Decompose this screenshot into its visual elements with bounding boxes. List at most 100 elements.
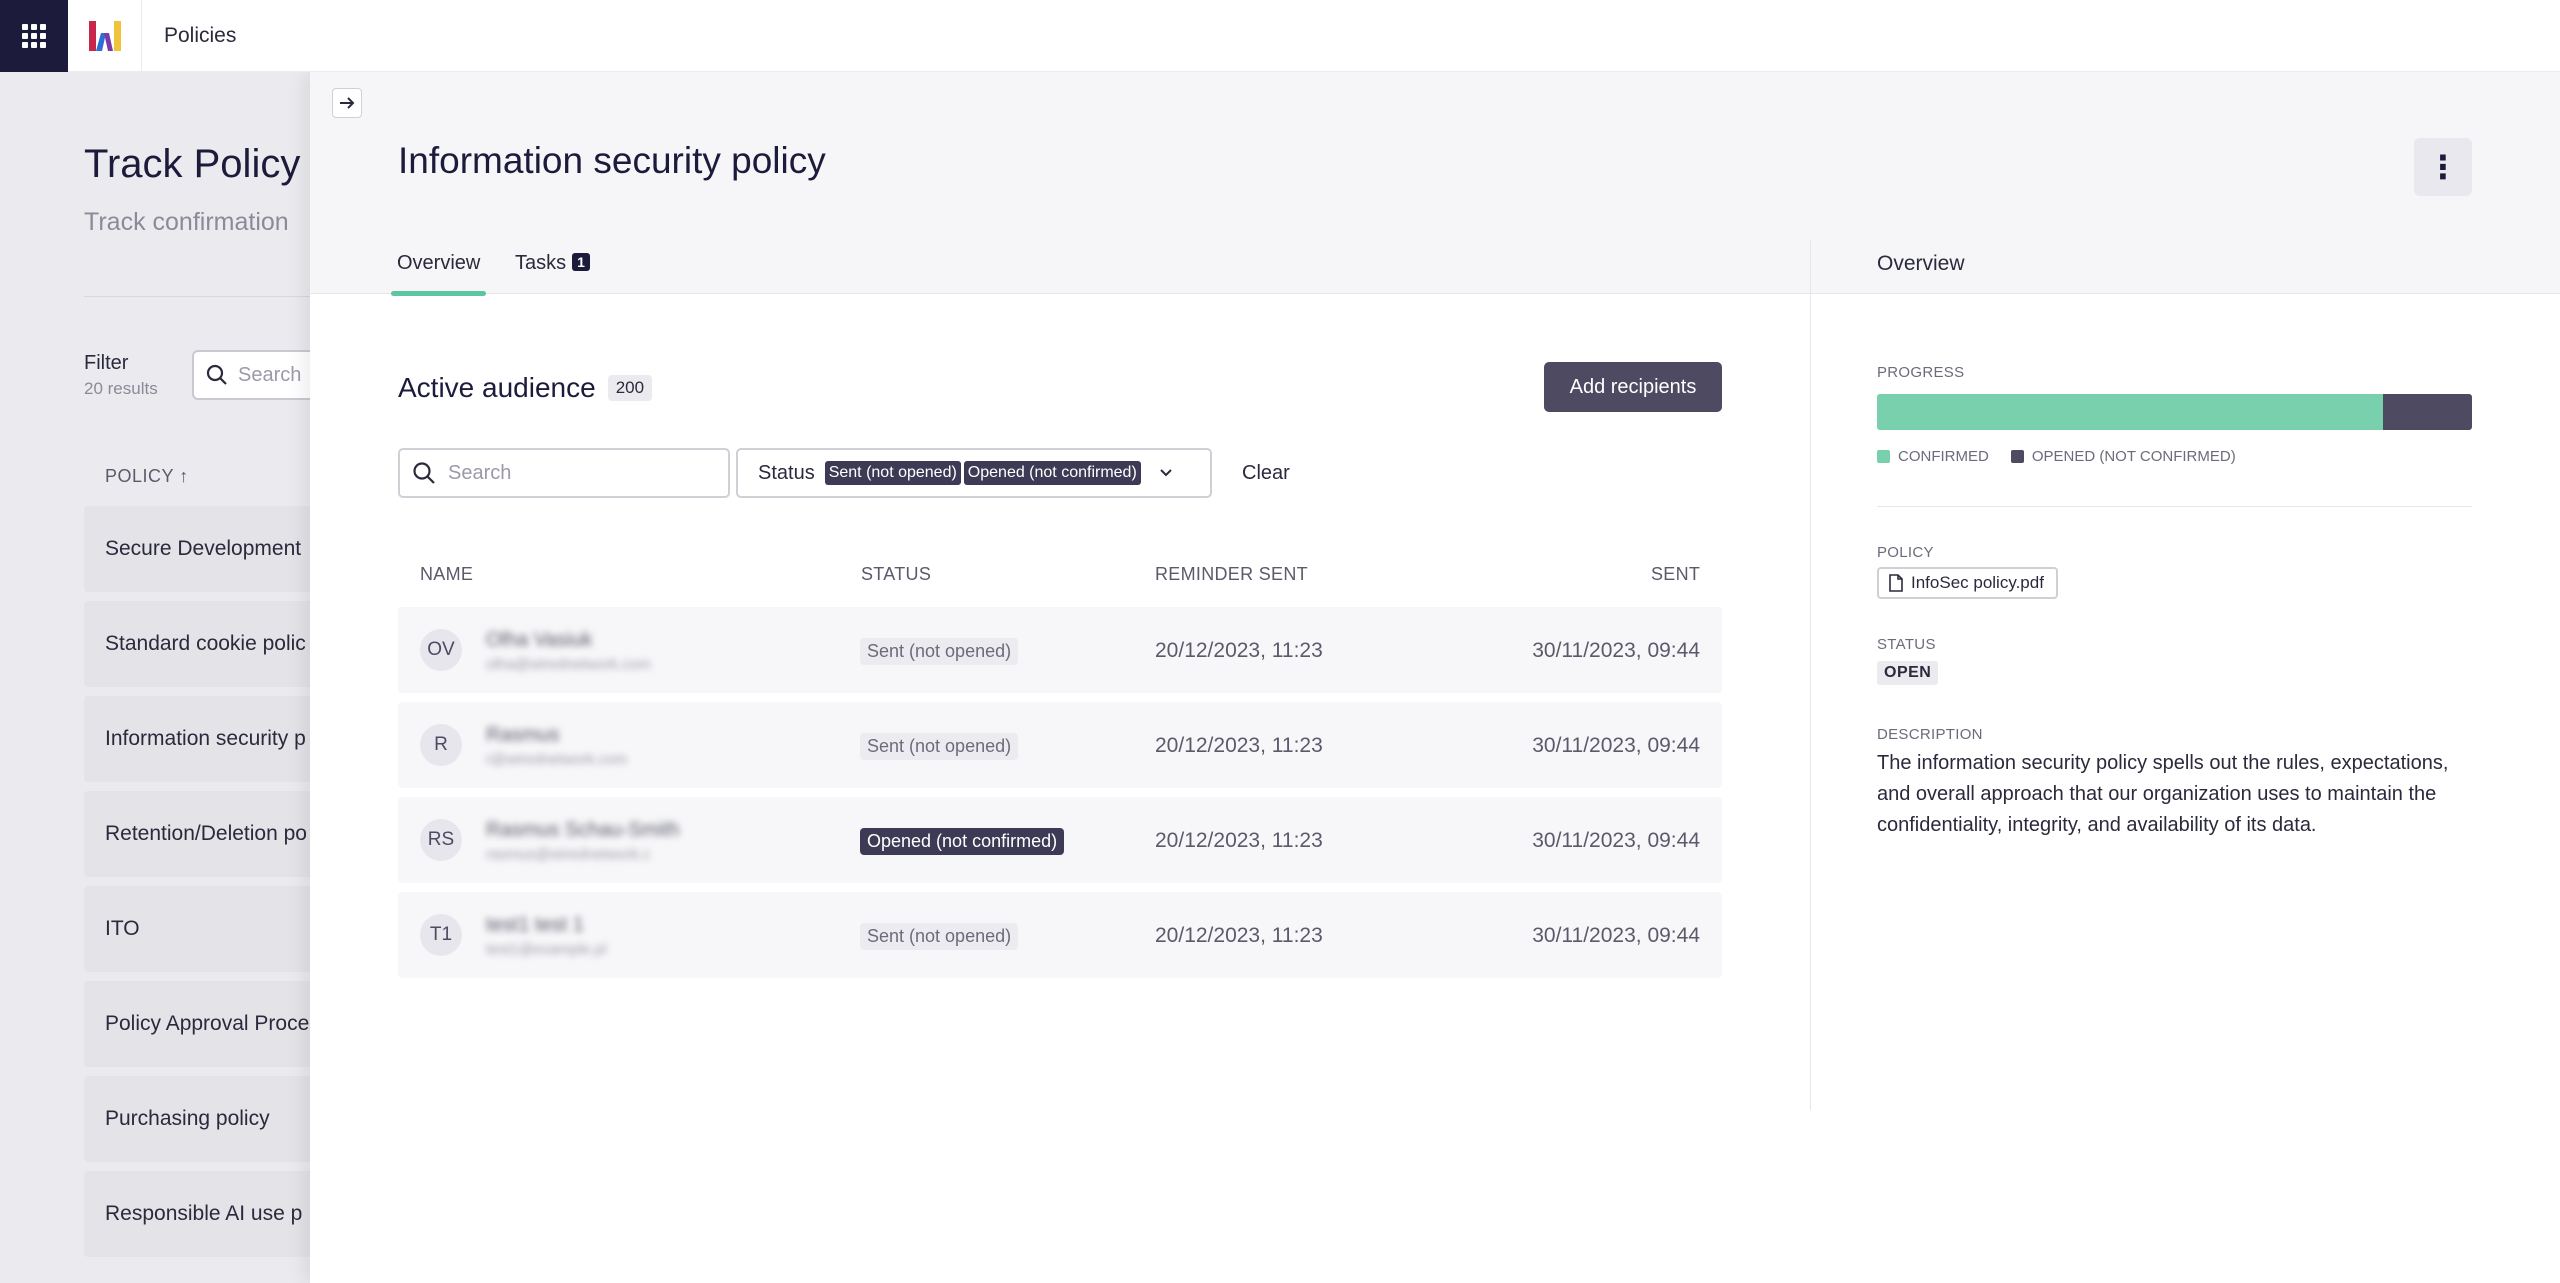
policy-row[interactable]: Secure Development — [84, 506, 344, 592]
recipient-email: olha@wirednetwork.com — [486, 656, 651, 673]
collapse-drawer-button[interactable] — [332, 88, 362, 118]
recipient-email: rasmus@wirednetwork.c — [486, 846, 651, 863]
chevron-down-icon — [1160, 469, 1172, 477]
legend-label: CONFIRMED — [1898, 448, 1989, 465]
drawer-title: Information security policy — [398, 140, 826, 181]
more-vertical-icon: ⋮ — [2427, 149, 2459, 185]
reminder-sent: 20/12/2023, 11:23 — [1155, 924, 1323, 947]
results-count: 20 results — [84, 379, 158, 398]
column-header-name[interactable]: NAME — [420, 564, 474, 584]
audience-heading: Active audience 200 — [398, 372, 653, 404]
audience-title: Active audience — [398, 372, 596, 403]
policy-label: POLICY — [1877, 544, 1934, 561]
column-header-sent[interactable]: SENT — [1651, 564, 1701, 584]
progress-bar — [1877, 394, 2472, 430]
status-badge: Sent (not opened) — [860, 923, 1019, 950]
legend-swatch — [2010, 450, 2024, 463]
tab-tasks-label: Tasks — [515, 252, 567, 274]
progress-legend: CONFIRMED OPENED (NOT CONFIRMED) — [1877, 448, 2258, 465]
policy-file-link[interactable]: InfoSec policy.pdf — [1877, 567, 2058, 599]
policy-description: The information security policy spells o… — [1877, 752, 2449, 836]
policy-detail-drawer: Information security policy ⋮ Overview T… — [310, 72, 2560, 1283]
grid-icon — [22, 23, 46, 48]
policy-row[interactable]: Retention/Deletion po — [84, 791, 344, 877]
status-filter-dropdown[interactable]: Status Sent (not opened) Opened (not con… — [736, 448, 1212, 498]
status-filter-label: Status — [758, 461, 815, 484]
legend-opened: OPENED (NOT CONFIRMED) — [2010, 448, 2236, 465]
legend-label: OPENED (NOT CONFIRMED) — [2031, 448, 2236, 465]
recipient-name: Rasmus Schau-Smith — [486, 819, 680, 841]
clear-filters-button[interactable]: Clear — [1242, 462, 1290, 484]
policy-status-badge: OPEN — [1877, 661, 1939, 685]
description-label: DESCRIPTION — [1877, 726, 1983, 743]
policy-row[interactable]: Policy Approval Proce — [84, 981, 344, 1067]
status-badge: Sent (not opened) — [860, 733, 1019, 760]
search-placeholder: Search — [238, 363, 302, 386]
recipient-email: test1@example.pl — [486, 941, 607, 958]
legend-swatch — [1877, 450, 1890, 463]
progress-opened-segment — [2382, 394, 2472, 430]
search-placeholder: Search — [448, 461, 512, 484]
policy-search-input[interactable]: Search — [192, 350, 332, 400]
document-icon — [1889, 574, 1903, 592]
recipient-name: test1 test 1 — [486, 914, 584, 936]
divider — [84, 296, 344, 297]
recipient-email: r@wirednetwork.com — [486, 751, 628, 768]
sent-date: 30/11/2023, 09:44 — [1532, 924, 1700, 947]
progress-label: PROGRESS — [1877, 364, 1965, 381]
recipients-table: OV Olha Vasiuk olha@wirednetwork.com Sen… — [398, 607, 1722, 987]
w-logo-icon — [88, 20, 121, 51]
filter-label: Filter — [84, 352, 129, 374]
page-title: Track Policy — [84, 142, 301, 186]
reminder-sent: 20/12/2023, 11:23 — [1155, 829, 1323, 852]
sent-date: 30/11/2023, 09:44 — [1532, 734, 1700, 757]
policy-list: Secure Development Standard cookie polic… — [84, 506, 344, 1266]
table-row[interactable]: RS Rasmus Schau-Smith rasmus@wirednetwor… — [398, 797, 1722, 883]
status-badge: Sent (not opened) — [860, 638, 1019, 665]
policy-row[interactable]: Standard cookie polic — [84, 601, 344, 687]
tab-overview[interactable]: Overview — [391, 252, 487, 296]
drawer-header — [310, 72, 2560, 294]
status-chip[interactable]: Sent (not opened) — [824, 461, 961, 485]
app-title: Policies — [164, 23, 237, 47]
logo[interactable] — [68, 0, 142, 72]
table-row[interactable]: T1 test1 test 1 test1@example.pl Sent (n… — [398, 892, 1722, 978]
sent-date: 30/11/2023, 09:44 — [1532, 829, 1700, 852]
tab-tasks[interactable]: Tasks 1 — [515, 252, 590, 294]
avatar: R — [420, 724, 462, 766]
policy-row[interactable]: Information security p — [84, 696, 344, 782]
column-header-reminder[interactable]: REMINDER SENT — [1155, 564, 1308, 584]
side-panel-title: Overview — [1877, 252, 1965, 275]
table-row[interactable]: R Rasmus r@wirednetwork.com Sent (not op… — [398, 702, 1722, 788]
status-badge: Opened (not confirmed) — [860, 828, 1065, 855]
avatar: T1 — [420, 914, 462, 956]
column-header-status[interactable]: STATUS — [861, 564, 932, 584]
avatar: OV — [420, 629, 462, 671]
recipient-search-input[interactable]: Search — [398, 448, 730, 498]
filter-block: Filter 20 results — [84, 352, 158, 399]
page-subtitle: Track confirmation — [84, 208, 289, 236]
avatar: RS — [420, 819, 462, 861]
progress-confirmed-segment — [1877, 394, 2383, 430]
audience-count-badge: 200 — [607, 375, 653, 401]
policy-row[interactable]: Responsible AI use p — [84, 1171, 344, 1257]
status-label: STATUS — [1877, 636, 1936, 653]
vertical-divider — [1810, 240, 1811, 1110]
status-chip[interactable]: Opened (not confirmed) — [963, 461, 1141, 485]
search-icon — [206, 364, 227, 385]
add-recipients-button[interactable]: Add recipients — [1544, 362, 1722, 412]
reminder-sent: 20/12/2023, 11:23 — [1155, 734, 1323, 757]
tab-overview-label: Overview — [397, 252, 481, 274]
more-options-button[interactable]: ⋮ — [2414, 138, 2472, 196]
policy-column-header[interactable]: POLICY ↑ — [105, 466, 189, 486]
policy-row[interactable]: Purchasing policy — [84, 1076, 344, 1162]
arrow-right-icon — [340, 97, 355, 109]
sent-date: 30/11/2023, 09:44 — [1532, 639, 1700, 662]
table-row[interactable]: OV Olha Vasiuk olha@wirednetwork.com Sen… — [398, 607, 1722, 693]
tasks-count-badge: 1 — [572, 253, 590, 271]
policy-row[interactable]: ITO — [84, 886, 344, 972]
search-icon — [413, 462, 435, 484]
recipient-name: Rasmus — [486, 724, 560, 746]
divider — [1877, 506, 2472, 507]
app-launcher-button[interactable] — [0, 0, 68, 72]
